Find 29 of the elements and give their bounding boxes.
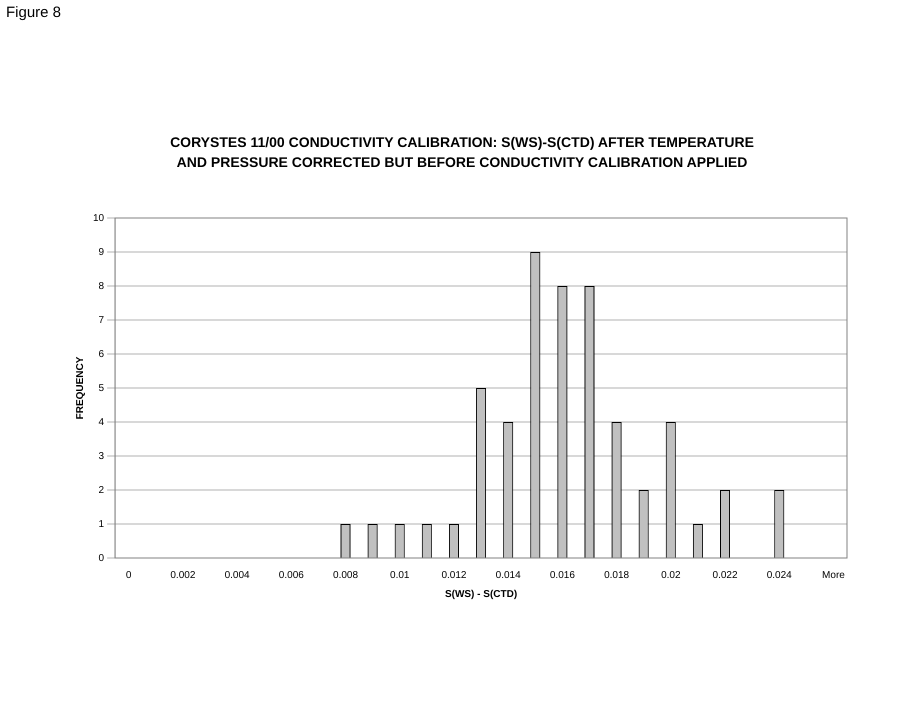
x-tick-label: 0.02 xyxy=(661,570,681,581)
y-tick-label: 10 xyxy=(93,212,105,224)
x-tick-label: 0.014 xyxy=(496,570,522,581)
chart-title: CORYSTES 11/00 CONDUCTIVITY CALIBRATION: S(WS)-S(CTD) AFTER TEMPERATURE AND PRESSURE CORRECTED BUT BEFORE CONDUCTIVITY CALIBRATION APPLIED xyxy=(169,133,755,172)
y-tick-label: 7 xyxy=(98,314,105,326)
x-tick-label: More xyxy=(822,570,846,581)
x-tick-label: 0.022 xyxy=(712,570,738,581)
caption: Figure 8 xyxy=(6,4,62,21)
x-tick-label: 0 xyxy=(126,570,132,581)
x-axis-title: S(WS) - S(CTD) xyxy=(444,588,518,600)
x-tick-label: 0.012 xyxy=(441,570,467,581)
x-tick-label: 0.002 xyxy=(170,570,196,581)
y-tick-label: 4 xyxy=(98,416,105,428)
y-axis-title: FREQUENCY xyxy=(74,356,86,420)
y-tick-label: 6 xyxy=(98,348,105,360)
x-tick-label: 0.01 xyxy=(390,570,410,581)
y-tick-label: 5 xyxy=(98,382,105,394)
y-tick-label: 8 xyxy=(98,280,105,292)
x-tick-label: 0.004 xyxy=(224,570,250,581)
x-tick-label: 0.024 xyxy=(766,570,792,581)
y-tick-label: 0 xyxy=(98,552,105,564)
y-tick-label: 3 xyxy=(98,450,105,462)
y-tick-label: 1 xyxy=(98,518,105,530)
x-tick-label: 0.016 xyxy=(550,570,576,581)
y-tick-label: 2 xyxy=(98,484,105,496)
y-tick-label: 9 xyxy=(98,246,105,258)
x-tick-label: 0.018 xyxy=(604,570,630,581)
x-tick-label: 0.006 xyxy=(278,570,304,581)
x-tick-label: 0.008 xyxy=(333,570,358,581)
